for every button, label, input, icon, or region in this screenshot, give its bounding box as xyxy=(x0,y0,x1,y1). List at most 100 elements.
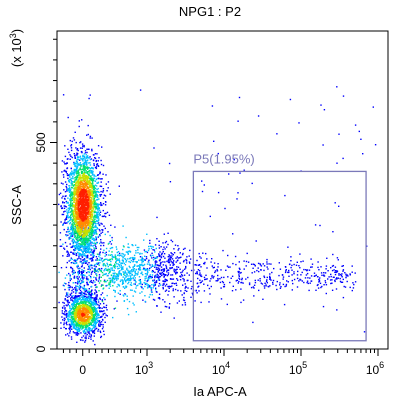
bridge-event xyxy=(74,282,77,284)
cluster-lower-event xyxy=(83,306,86,308)
outlier-event xyxy=(211,105,214,107)
cluster-upper-event xyxy=(65,231,68,233)
bridge-event xyxy=(185,285,187,288)
cluster-upper-event xyxy=(105,212,107,215)
cluster-lower-event xyxy=(81,294,83,296)
bridge-event xyxy=(184,268,186,270)
tail-event xyxy=(235,263,237,266)
bridge-event xyxy=(120,274,123,276)
bridge-event xyxy=(104,281,107,283)
cluster-upper-event xyxy=(89,178,91,181)
cluster-lower-event xyxy=(65,295,67,297)
cluster-upper-event xyxy=(96,199,99,201)
bridge-event xyxy=(148,245,150,248)
bridge-event xyxy=(162,242,164,244)
bridge-event xyxy=(170,252,172,254)
bridge-event xyxy=(156,273,158,275)
cluster-upper-event xyxy=(83,169,85,172)
cluster-lower-event xyxy=(87,301,89,303)
bridge-event xyxy=(101,284,103,286)
cluster-upper-event xyxy=(69,219,72,221)
tail-event xyxy=(266,258,268,261)
cluster-upper-event xyxy=(81,241,83,243)
cluster-upper-event xyxy=(70,229,73,231)
bridge-event xyxy=(85,242,88,245)
cluster-lower-event xyxy=(92,311,94,313)
cluster-upper-event xyxy=(94,166,97,169)
tail-event xyxy=(315,289,317,291)
cluster-upper-event xyxy=(94,153,97,155)
cluster-upper-event xyxy=(95,207,98,209)
cluster-upper-event xyxy=(70,213,73,215)
bridge-event xyxy=(156,261,158,263)
tail-event xyxy=(245,260,248,263)
bridge-event xyxy=(85,290,88,292)
cluster-upper-event xyxy=(66,251,68,253)
cluster-lower-event xyxy=(98,320,101,322)
tail-event xyxy=(236,279,238,281)
cluster-upper-event xyxy=(85,255,88,257)
cluster-upper-event xyxy=(75,242,77,244)
cluster-upper-event xyxy=(71,204,73,206)
bridge-event xyxy=(118,285,121,287)
tail-event xyxy=(310,258,312,260)
cluster-upper-event xyxy=(68,260,70,262)
bridge-event xyxy=(72,253,74,255)
cluster-upper-event xyxy=(76,167,79,169)
cluster-upper-event xyxy=(102,209,104,212)
bridge-event xyxy=(171,278,173,280)
tail-event xyxy=(334,279,336,282)
cluster-upper-event xyxy=(60,221,62,223)
bridge-event xyxy=(86,272,88,274)
bridge-event xyxy=(123,272,125,274)
tail-event xyxy=(342,269,345,271)
cluster-upper-event xyxy=(99,230,101,232)
cluster-upper-event xyxy=(86,176,88,178)
bridge-event xyxy=(171,262,173,264)
bridge-event xyxy=(189,249,191,252)
cluster-upper-event xyxy=(63,202,66,204)
cluster-upper-event xyxy=(86,241,88,244)
outlier-event xyxy=(358,130,360,133)
cluster-upper-event xyxy=(69,158,71,160)
bridge-event xyxy=(77,280,79,282)
cluster-upper-event xyxy=(89,204,91,206)
bridge-event xyxy=(146,284,148,286)
bridge-event xyxy=(177,257,180,259)
y-multiplier-exponent: 3 xyxy=(8,33,18,38)
cluster-lower-event xyxy=(89,294,92,296)
bridge-event xyxy=(154,284,156,286)
bridge-event xyxy=(137,284,139,287)
bridge-event xyxy=(135,261,137,263)
cluster-lower-event xyxy=(103,306,106,309)
cluster-upper-event xyxy=(100,193,103,196)
bridge-event xyxy=(131,274,133,276)
bridge-event xyxy=(169,303,171,305)
cluster-upper-event xyxy=(84,169,86,171)
cluster-lower-event xyxy=(87,305,89,308)
bridge-event xyxy=(159,298,161,300)
cluster-lower-event xyxy=(65,334,67,336)
bridge-event xyxy=(171,240,174,243)
cluster-lower-event xyxy=(74,288,77,290)
cluster-lower-event xyxy=(90,324,93,326)
cluster-upper-event xyxy=(91,225,94,227)
bridge-event xyxy=(125,261,127,263)
bridge-event xyxy=(154,271,156,274)
bridge-event xyxy=(153,299,156,301)
cluster-upper-event xyxy=(98,212,100,215)
bridge-event xyxy=(164,301,166,303)
bridge-event xyxy=(132,258,134,261)
bridge-event xyxy=(172,278,175,280)
bridge-event xyxy=(156,266,158,269)
bridge-event xyxy=(129,278,132,280)
cluster-upper-event xyxy=(91,206,94,209)
bridge-event xyxy=(144,283,147,285)
bridge-event xyxy=(173,260,175,262)
tail-event xyxy=(267,268,269,270)
bridge-event xyxy=(151,271,153,273)
bridge-event xyxy=(74,227,77,229)
tail-event xyxy=(352,282,354,284)
cluster-upper-event xyxy=(97,191,99,193)
cluster-upper-event xyxy=(76,194,79,196)
